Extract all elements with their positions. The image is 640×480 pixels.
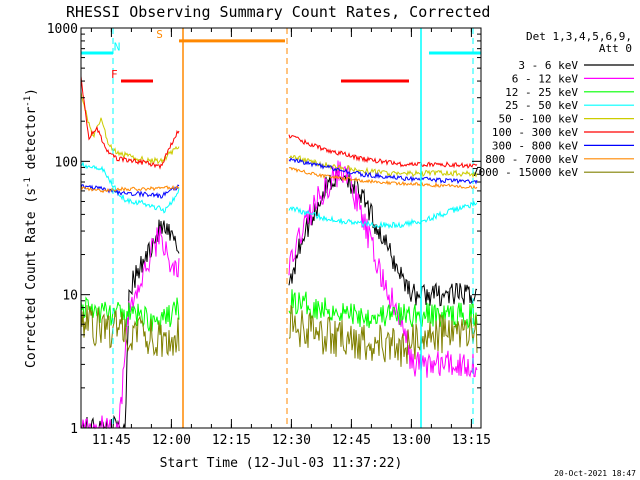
legend-label: 100 - 300 keV [492, 126, 578, 139]
y-tick-label: 10 [62, 289, 78, 304]
series-line-8 [288, 305, 478, 367]
x-tick-label: 12:45 [332, 433, 371, 448]
x-tick-label: 12:00 [152, 433, 191, 448]
series-line-7 [80, 184, 180, 194]
flag-label-saa: S [156, 28, 163, 41]
legend-label: 50 - 100 keV [499, 113, 579, 126]
legend-label: 800 - 7000 keV [485, 153, 578, 166]
legend-label: 7000 - 15000 keV [472, 166, 578, 179]
chart-title: RHESSI Observing Summary Count Rates, Co… [66, 3, 490, 21]
generated-timestamp: 20-Oct-2021 18:47 [554, 469, 636, 478]
series-line-6 [80, 184, 180, 199]
y-tick-label: 1 [70, 422, 78, 437]
series-line-1 [288, 160, 478, 378]
legend-label: 300 - 800 keV [492, 139, 578, 152]
x-tick-label: 12:15 [212, 433, 251, 448]
flag-label-night: N [114, 40, 121, 53]
series-line-3 [80, 160, 180, 214]
y-axis: 1 10 100 1000 [47, 22, 481, 437]
x-tick-label: 12:30 [272, 433, 311, 448]
legend-label: 6 - 12 keV [512, 72, 579, 85]
y-tick-label: 1000 [47, 22, 78, 37]
legend-label: 12 - 25 keV [505, 86, 578, 99]
series-line-5 [80, 76, 180, 170]
series-line-4 [80, 91, 180, 165]
x-axis-label: Start Time (12-Jul-03 11:37:22) [160, 456, 403, 471]
series-line-0 [288, 167, 478, 307]
series-line-6 [288, 157, 478, 185]
x-tick-label: 13:00 [392, 433, 431, 448]
x-tick-label: 11:45 [92, 433, 131, 448]
y-tick-label: 100 [55, 155, 78, 170]
plot-marks: N F S [81, 28, 481, 428]
series-line-5 [288, 134, 478, 169]
series-line-2 [288, 289, 478, 330]
series-line-8 [80, 305, 180, 357]
series-line-7 [288, 167, 478, 190]
x-tick-label: 13:15 [452, 433, 491, 448]
legend-header-line1: Det 1,3,4,5,6,9, [526, 30, 632, 43]
y-axis-label: Corrected Count Rate (s-1 detector-1) [23, 88, 39, 368]
x-axis: 11:45 12:00 12:15 12:30 12:45 13:00 13:15 [90, 28, 491, 448]
flag-label-flare: F [111, 68, 118, 81]
plot-frame [80, 27, 482, 429]
series-line-3 [288, 200, 478, 230]
legend-header-line2: Att 0 [599, 42, 632, 55]
legend-label: 3 - 6 keV [518, 59, 578, 72]
legend-label: 25 - 50 keV [505, 99, 578, 112]
